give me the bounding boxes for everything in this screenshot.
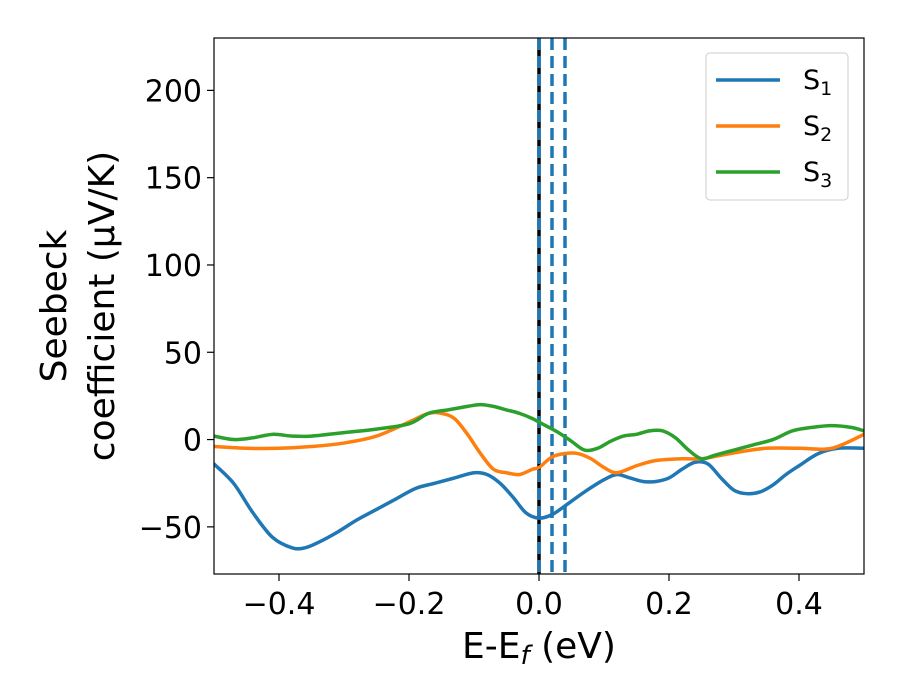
legend: S1 S2 S3 [705, 52, 849, 201]
x-axis-label: E-Ef (eV) [462, 626, 616, 671]
x-axis-label-main: E-E [462, 626, 520, 667]
legend-label-s2: S2 [803, 111, 832, 146]
legend-label-s3: S3 [803, 157, 832, 192]
x-tick-label: −0.4 [243, 587, 316, 622]
y-axis-label-line1: Seebeck [34, 229, 75, 382]
x-tick-label: 0.2 [645, 587, 693, 622]
x-tick-label: 0.0 [515, 587, 563, 622]
y-axis-label-line2: coefficient (μV/K) [82, 151, 123, 461]
x-tick-label: −0.2 [373, 587, 446, 622]
y-tick-label: 150 [145, 162, 202, 197]
x-axis-label-unit: (eV) [530, 626, 616, 667]
legend-label-s1: S1 [803, 65, 832, 100]
y-tick-label: 50 [164, 336, 202, 371]
y-tick-label: 100 [145, 249, 202, 284]
y-tick-label: −50 [139, 511, 202, 546]
y-tick-label: 0 [183, 424, 202, 459]
series-line-s3 [214, 402, 864, 461]
x-tick-label: 0.4 [775, 587, 823, 622]
series-line-s1 [214, 446, 864, 551]
y-tick-label: 200 [145, 74, 202, 109]
